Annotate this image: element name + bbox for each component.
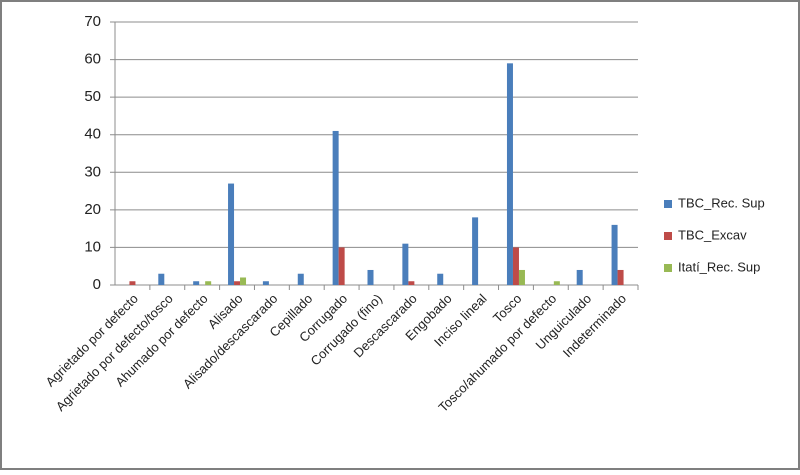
legend-label: TBC_Rec. Sup: [678, 195, 765, 210]
bar: [367, 269, 374, 285]
bar: [234, 281, 241, 285]
bar: [617, 269, 624, 285]
bar: [518, 269, 525, 285]
bar: [506, 63, 513, 286]
bar: [297, 273, 304, 285]
legend-label: Itatí_Rec. Sup: [678, 259, 760, 274]
bar: [402, 243, 409, 285]
bar: [472, 217, 479, 285]
y-tick-label: 50: [84, 88, 101, 105]
legend-swatch: [664, 264, 672, 272]
bar: [240, 277, 247, 285]
bar: [512, 247, 519, 285]
bar: [611, 224, 618, 285]
y-tick-label: 60: [84, 51, 101, 68]
y-tick-label: 30: [84, 163, 101, 180]
legend-label: TBC_Excav: [678, 227, 747, 242]
bar: [576, 269, 583, 285]
bar: [408, 281, 415, 285]
y-tick-label: 0: [93, 276, 101, 293]
bar: [262, 281, 269, 285]
bar: [338, 247, 345, 285]
bar: [437, 273, 444, 285]
y-tick-label: 20: [84, 201, 101, 218]
bar: [228, 183, 235, 285]
bar: [193, 281, 200, 285]
y-tick-label: 10: [84, 238, 101, 255]
bar: [553, 281, 560, 285]
legend-swatch: [664, 200, 672, 208]
y-tick-label: 70: [84, 13, 101, 30]
bar: [158, 273, 165, 285]
bar: [129, 281, 136, 285]
bar: [205, 281, 212, 285]
bar: [332, 130, 339, 285]
y-tick-label: 40: [84, 126, 101, 143]
legend-swatch: [664, 232, 672, 240]
